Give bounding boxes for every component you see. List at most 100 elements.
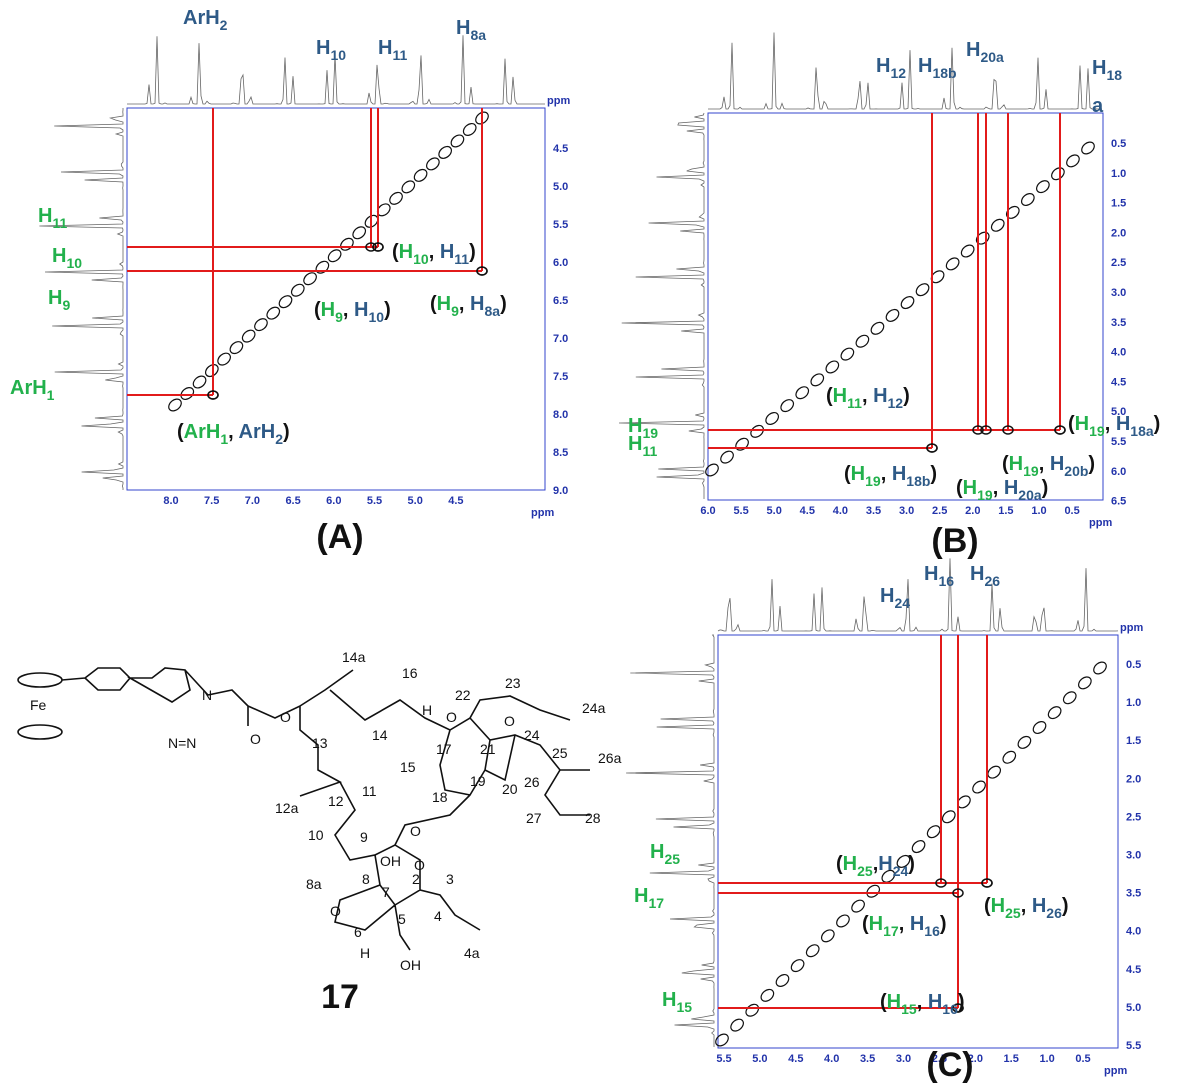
y-tick-label: 2.5 xyxy=(1126,811,1141,823)
atom-label: 24a xyxy=(582,700,606,716)
contour xyxy=(338,236,355,253)
y-tick-label: 3.5 xyxy=(1126,888,1141,900)
contour xyxy=(944,256,961,273)
contour xyxy=(759,987,776,1004)
contour xyxy=(824,359,841,376)
atom-label: 11 xyxy=(362,783,377,799)
label-text: H xyxy=(1075,413,1089,435)
contour xyxy=(974,230,991,247)
label-subscript: 15 xyxy=(901,1001,917,1017)
contour xyxy=(809,372,826,389)
atom-label: 13 xyxy=(312,735,328,751)
label-subscript: 12 xyxy=(890,65,906,81)
cross-peak-label: (H11​, H12​) xyxy=(826,385,910,411)
contour xyxy=(986,764,1003,781)
label-text: H xyxy=(378,37,392,59)
cross-peak-label: (H15​, H16​) xyxy=(880,991,965,1017)
label-text: H xyxy=(456,17,470,39)
label-text: H xyxy=(316,37,330,59)
atom-label: 14a xyxy=(342,649,366,665)
contour xyxy=(899,294,916,311)
label-text: H xyxy=(48,287,62,309)
structure-bonds xyxy=(18,668,590,950)
label-subscript: 11 xyxy=(454,251,469,267)
peak-label: H9​ xyxy=(48,287,70,313)
contour xyxy=(252,316,269,333)
atom-label: 12a xyxy=(275,800,299,816)
label-subscript: 11 xyxy=(847,395,862,411)
x-tick-label: 6.0 xyxy=(700,505,715,517)
atom-label: 12 xyxy=(328,793,344,809)
atom-label: 27 xyxy=(526,810,542,826)
y-tick-label: 2.5 xyxy=(1111,257,1126,269)
label-subscript: 8a xyxy=(470,27,486,43)
label-text: H xyxy=(843,853,857,875)
atom-label: O xyxy=(504,713,515,729)
contour xyxy=(314,259,331,276)
atom-label: 15 xyxy=(400,759,416,775)
x-tick-label: 7.5 xyxy=(204,495,219,507)
y-tick-label: 6.0 xyxy=(553,257,568,269)
label-text: H xyxy=(1116,413,1130,435)
contour xyxy=(713,1032,730,1049)
x-tick-label: 4.0 xyxy=(824,1053,839,1065)
x-tick-label: 6.5 xyxy=(285,495,300,507)
metal-label: Fe xyxy=(30,697,47,713)
y-tick-label: 7.0 xyxy=(553,333,568,345)
label-subscript: 10 xyxy=(66,255,82,271)
x-tick-label: 0.5 xyxy=(1064,505,1079,517)
label-text: H xyxy=(634,885,648,907)
x-tick-label: 5.0 xyxy=(752,1053,767,1065)
label-text: ) xyxy=(1062,895,1069,917)
x-tick-label: 1.0 xyxy=(1031,505,1046,517)
y-tick-label: 0.5 xyxy=(1111,138,1126,150)
y-tick-label: 4.0 xyxy=(1126,926,1141,938)
y-tick-label: 4.0 xyxy=(1111,347,1126,359)
label-subscript: 19 xyxy=(642,425,658,441)
contour xyxy=(940,808,957,825)
peak-label: H26​ xyxy=(970,563,1000,589)
atom-label: 3 xyxy=(446,871,454,887)
label-subscript: 18 xyxy=(1106,67,1122,83)
contour xyxy=(179,385,196,402)
label-text: , xyxy=(1021,895,1032,917)
y-tick-label: 5.5 xyxy=(1111,436,1126,448)
x-tick-label: 3.5 xyxy=(860,1053,875,1065)
label-text: , xyxy=(429,241,440,263)
contour xyxy=(865,883,882,900)
cross-peak-label: (H25​,H24​) xyxy=(836,853,915,879)
contour xyxy=(774,972,791,989)
atom-label: 19 xyxy=(470,773,486,789)
label-text: H xyxy=(650,841,664,863)
contour xyxy=(850,898,867,915)
x-tick-label: 1.5 xyxy=(1004,1053,1019,1065)
label-subscript: 16 xyxy=(942,1001,958,1017)
label-text: ) xyxy=(283,421,290,443)
label-text: ) xyxy=(469,241,476,263)
label-subscript: 15 xyxy=(676,999,692,1015)
label-text: H xyxy=(437,293,451,315)
peak-label: H11​ xyxy=(378,37,407,63)
label-subscript: 11 xyxy=(642,443,657,459)
atom-label: O xyxy=(250,731,261,747)
label-text: H xyxy=(1009,453,1023,475)
label-subscript: 16 xyxy=(938,573,954,589)
atom-label: O xyxy=(410,823,421,839)
contour xyxy=(1079,140,1096,157)
figure: 8.07.57.06.56.05.55.04.54.55.05.56.06.57… xyxy=(0,0,1185,1085)
label-text: H xyxy=(851,463,865,485)
y-tick-label: 4.5 xyxy=(553,143,568,155)
contour xyxy=(351,224,368,241)
label-subscript: 11 xyxy=(52,215,67,231)
label-text: H xyxy=(869,913,883,935)
label-text: H xyxy=(880,585,894,607)
y-tick-label: 3.5 xyxy=(1111,317,1126,329)
plot-frame xyxy=(708,113,1103,500)
label-text: H xyxy=(470,293,484,315)
label-subscript: 17 xyxy=(883,923,899,939)
x-tick-label: 6.0 xyxy=(326,495,341,507)
contour xyxy=(228,339,245,356)
cross-peak-label: (H9​, H8a​) xyxy=(430,293,507,319)
y-tick-label: 8.5 xyxy=(553,447,568,459)
contour xyxy=(804,942,821,959)
